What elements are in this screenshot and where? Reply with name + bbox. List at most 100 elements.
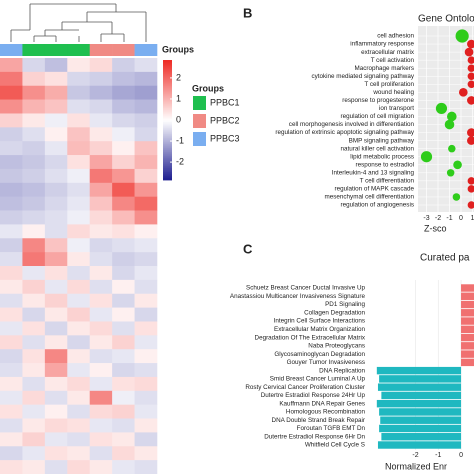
heatmap-cell	[44, 418, 68, 433]
heatmap-cell	[67, 266, 91, 281]
heatmap-cell	[44, 279, 68, 295]
heatmap-cell	[134, 460, 158, 474]
y-tick-label: Dutertre Estradiol Response 24Hr Up	[261, 392, 366, 399]
heatmap-cell	[112, 210, 135, 225]
heatmap-cell	[44, 182, 68, 197]
heatmap-cell	[44, 349, 68, 364]
heatmap-cell	[89, 335, 113, 350]
heatmap-cell	[89, 182, 113, 197]
y-tick-label: Schuetz Breast Cancer Ductal Invasive Up	[246, 285, 365, 292]
y-tick-label: PD1 Signaling	[325, 301, 365, 308]
y-tick-label: T cell proliferation	[364, 81, 414, 88]
heatmap-cell	[67, 432, 91, 447]
bubble	[446, 169, 455, 177]
heatmap-cell	[0, 321, 23, 336]
colorbar-step	[163, 136, 172, 139]
heatmap-cell	[134, 390, 158, 405]
bar	[461, 309, 474, 317]
y-tick-label: mesenchymal cell differentiation	[325, 194, 415, 201]
bubble	[464, 47, 474, 57]
heatmap-cell	[44, 432, 68, 447]
heatmap-cell	[22, 224, 46, 239]
bubble	[455, 29, 469, 43]
heatmap-cell	[22, 99, 46, 114]
heatmap-cell	[67, 238, 91, 253]
heatmap-cell	[89, 376, 113, 392]
panel-label: B	[243, 5, 252, 20]
heatmap-cell	[44, 58, 68, 73]
heatmap-cell	[44, 113, 68, 128]
heatmap-cell	[67, 349, 91, 364]
bar	[461, 292, 474, 300]
group-bar	[22, 44, 46, 56]
heatmap-cell	[89, 113, 113, 128]
heatmap-cell	[67, 113, 91, 128]
heatmap-cell	[89, 307, 113, 322]
heatmap-cell	[67, 127, 91, 142]
heatmap-cell	[67, 196, 91, 211]
heatmap-cell	[22, 196, 46, 211]
y-tick-label: cell morphogenesis involved in different…	[289, 121, 415, 128]
colorbar-step	[163, 66, 172, 69]
colorbar-step	[163, 108, 172, 111]
legend-title: Groups	[192, 83, 224, 93]
legend-swatch	[193, 132, 206, 146]
colorbar-step	[163, 148, 172, 151]
heatmap-cell	[112, 460, 135, 474]
colorbar-step	[163, 132, 172, 135]
colorbar-tick-label: -2	[176, 156, 184, 166]
heatmap-cell	[22, 293, 46, 308]
y-tick-label: Kauffmann DNA Repair Genes	[279, 400, 365, 407]
y-tick-label: Glycosaminoglycan Degradation	[274, 351, 365, 358]
heatmap-cell	[67, 390, 91, 405]
bubble	[448, 144, 456, 153]
heatmap-cell	[134, 85, 158, 100]
heatmap-cell	[112, 376, 135, 392]
heatmap-cell	[44, 321, 68, 336]
bar	[461, 284, 474, 292]
y-tick-label: T cell differentiation	[360, 178, 415, 185]
heatmap-cell	[112, 168, 135, 184]
bar	[461, 317, 474, 325]
heatmap-cell	[112, 99, 135, 114]
heatmap-cell	[89, 196, 113, 211]
y-tick-label: Collagen Degradation	[304, 309, 365, 316]
heatmap-cell	[0, 238, 23, 253]
heatmap-cell	[112, 224, 135, 239]
heatmap-cell	[67, 252, 91, 267]
heatmap-cell	[22, 210, 46, 225]
heatmap-cell	[89, 99, 113, 114]
colorbar-step	[163, 118, 172, 121]
colorbar-step	[163, 126, 172, 129]
heatmap-cell	[134, 182, 158, 197]
heatmap-cell	[89, 210, 113, 225]
heatmap-cell	[0, 127, 23, 142]
bubble	[467, 64, 474, 72]
heatmap-cell	[44, 168, 68, 184]
heatmap-cell	[67, 182, 91, 197]
heatmap-cell	[67, 279, 91, 295]
heatmap-cell	[44, 335, 68, 350]
dendrogram	[10, 3, 147, 42]
colorbar-step	[163, 170, 172, 173]
colorbar-step	[163, 62, 172, 65]
heatmap-cell	[89, 266, 113, 281]
bar	[379, 424, 462, 433]
x-axis-label: Z-sco	[424, 223, 447, 233]
bubble	[444, 119, 455, 130]
heatmap-cell	[112, 182, 135, 197]
colorbar-step	[163, 114, 172, 117]
heatmap-cell	[89, 279, 113, 295]
heatmap-cell	[44, 252, 68, 267]
colorbar-step	[163, 124, 172, 127]
heatmap-cell	[0, 155, 23, 170]
bar	[461, 325, 474, 334]
bar	[461, 333, 474, 342]
heatmap-cell	[112, 432, 135, 447]
heatmap-cell	[0, 335, 23, 350]
colorbar-step	[163, 176, 172, 179]
heatmap-cell	[22, 238, 46, 253]
group-bar	[134, 44, 158, 56]
heatmap-cell	[112, 113, 135, 128]
heatmap-cell	[0, 210, 23, 225]
